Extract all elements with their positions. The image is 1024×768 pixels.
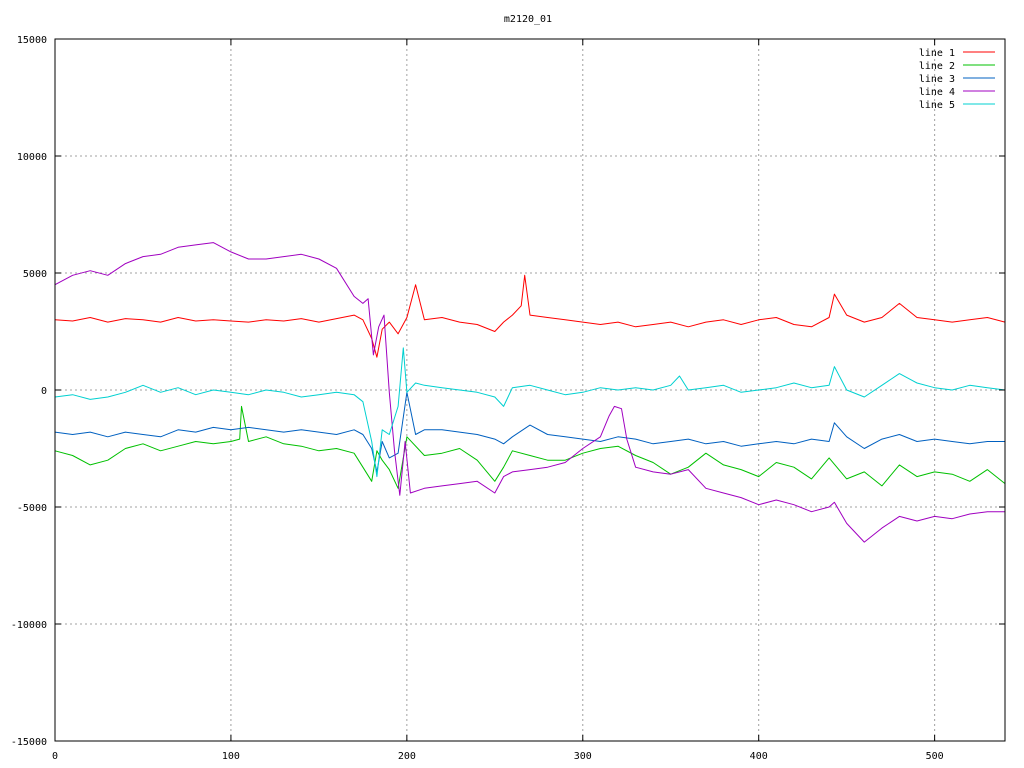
- y-tick-label-4: 5000: [23, 269, 47, 280]
- y-tick-label-2: -5000: [17, 503, 47, 514]
- series-line-4: [54, 242, 1005, 543]
- legend-label-5: line 5: [919, 100, 955, 111]
- series-line-2: [54, 405, 1006, 489]
- x-tick-label-4: 400: [750, 751, 768, 762]
- y-tick-label-6: 15000: [17, 35, 47, 46]
- legend: line 1 line 2 line 3 line 4 line 5: [919, 48, 995, 111]
- grid: [55, 39, 1005, 741]
- legend-label-2: line 2: [919, 61, 955, 72]
- chart-title: m2120_01: [504, 14, 552, 25]
- y-tick-label-3: 0: [41, 386, 47, 397]
- x-tick-label-1: 100: [222, 751, 240, 762]
- series-layer: [54, 242, 1006, 543]
- legend-label-4: line 4: [919, 87, 955, 98]
- x-tick-label-2: 200: [398, 751, 416, 762]
- y-tick-label-5: 10000: [17, 152, 47, 163]
- axes: 0 100 200 300 400 500 -15000 -10000 -5000 0 5000 10…: [11, 35, 1006, 762]
- series-line-1: [54, 274, 1006, 358]
- x-tick-label-3: 300: [574, 751, 592, 762]
- x-tick-label-0: 0: [52, 751, 58, 762]
- legend-label-1: line 1: [919, 48, 955, 59]
- series-line-5: [54, 347, 1006, 478]
- series-line-3: [54, 391, 1005, 473]
- y-tick-label-0: -15000: [11, 737, 47, 748]
- legend-label-3: line 3: [919, 74, 955, 85]
- y-tick-label-1: -10000: [11, 620, 47, 631]
- x-tick-label-5: 500: [926, 751, 944, 762]
